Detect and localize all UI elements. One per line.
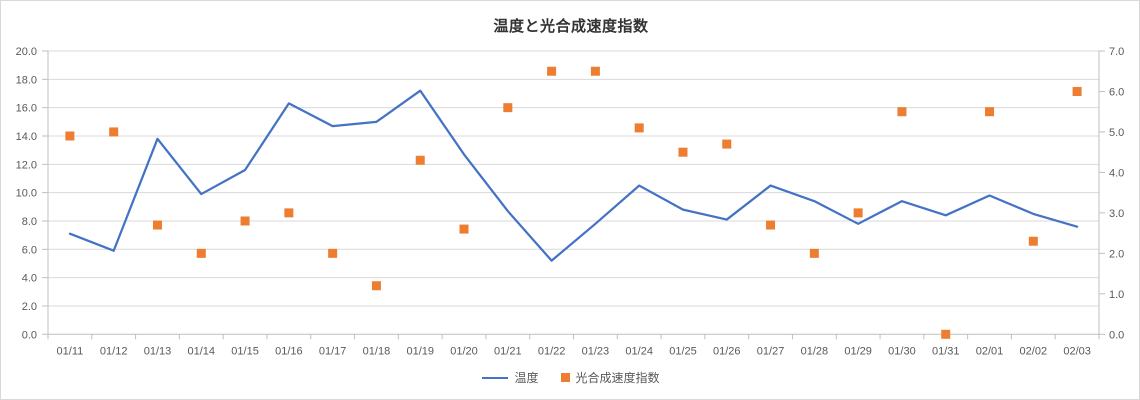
left-axis-tick-label: 2.0 [22, 301, 37, 313]
x-axis-tick-label: 01/29 [844, 345, 872, 357]
left-axis-tick-label: 14.0 [16, 131, 37, 143]
photosynthesis-marker [1028, 236, 1038, 246]
photosynthesis-marker [109, 127, 119, 137]
photosynthesis-marker [985, 107, 995, 117]
right-axis-tick-label: 0.0 [1109, 329, 1124, 341]
left-axis-tick-label: 10.0 [16, 188, 37, 200]
photosynthesis-marker [284, 208, 294, 218]
left-axis-tick-label: 4.0 [22, 273, 37, 285]
photosynthesis-marker [547, 66, 557, 76]
scatter-series-swatch-icon [560, 373, 570, 382]
photosynthesis-marker [809, 248, 819, 258]
photosynthesis-marker [459, 224, 469, 234]
photosynthesis-marker [941, 329, 951, 339]
right-axis-tick-label: 7.0 [1109, 46, 1124, 58]
photosynthesis-marker [766, 220, 776, 230]
left-axis-tick-label: 16.0 [16, 103, 37, 115]
x-axis-tick-label: 01/15 [231, 345, 259, 357]
x-axis-tick-label: 01/16 [275, 345, 303, 357]
photosynthesis-marker [240, 216, 250, 226]
x-axis-tick-label: 01/11 [57, 345, 84, 357]
photosynthesis-marker [65, 131, 75, 141]
photosynthesis-marker [722, 139, 732, 149]
photosynthesis-marker [853, 208, 863, 218]
right-axis-tick-label: 1.0 [1109, 289, 1124, 301]
x-axis-tick-label: 01/20 [450, 345, 478, 357]
x-axis-tick-label: 01/26 [713, 345, 741, 357]
line-series-swatch-icon [482, 376, 509, 379]
photosynthesis-marker [371, 281, 381, 291]
left-axis-tick-label: 6.0 [22, 244, 37, 256]
x-axis-tick-label: 01/28 [801, 345, 829, 357]
legend-label-photosynthesis: 光合成速度指数 [575, 371, 660, 385]
photosynthesis-marker [152, 220, 162, 230]
left-axis-tick-label: 12.0 [16, 159, 37, 171]
photosynthesis-marker [634, 123, 644, 133]
left-axis-tick-label: 8.0 [22, 216, 37, 228]
x-axis-tick-label: 01/21 [494, 345, 522, 357]
photosynthesis-marker [328, 248, 338, 258]
x-axis-tick-label: 01/18 [363, 345, 391, 357]
x-axis-tick-label: 02/02 [1020, 345, 1048, 357]
legend: 温度 光合成速度指数 [1, 369, 1139, 386]
photosynthesis-marker [503, 103, 513, 113]
right-axis-tick-label: 5.0 [1109, 127, 1124, 139]
legend-label-temperature: 温度 [514, 371, 539, 385]
legend-item-photosynthesis: 光合成速度指数 [560, 369, 660, 386]
x-axis-tick-label: 01/13 [144, 345, 172, 357]
x-axis-tick-label: 01/30 [888, 345, 916, 357]
photosynthesis-marker [590, 66, 600, 76]
right-axis-tick-label: 2.0 [1109, 248, 1124, 260]
x-axis-tick-label: 01/24 [625, 345, 653, 357]
photosynthesis-marker [196, 248, 206, 258]
x-axis-tick-label: 01/25 [669, 345, 697, 357]
photosynthesis-marker [897, 107, 907, 117]
left-axis-tick-label: 18.0 [16, 74, 37, 86]
right-axis-tick-label: 6.0 [1109, 86, 1124, 98]
right-axis-tick-label: 4.0 [1109, 167, 1124, 179]
x-axis-tick-label: 02/03 [1063, 345, 1091, 357]
legend-item-temperature: 温度 [482, 369, 539, 386]
x-axis-tick-label: 01/23 [582, 345, 610, 357]
x-axis-tick-label: 01/17 [319, 345, 347, 357]
temperature-line-series [68, 89, 1079, 262]
x-axis-tick-label: 01/14 [188, 345, 216, 357]
photosynthesis-marker [678, 147, 688, 157]
x-axis-tick-label: 01/22 [538, 345, 566, 357]
x-axis-tick-label: 02/01 [976, 345, 1004, 357]
x-axis-tick-label: 01/19 [406, 345, 434, 357]
left-axis-tick-label: 20.0 [16, 46, 37, 58]
photosynthesis-marker [1072, 86, 1082, 96]
right-axis-tick-label: 3.0 [1109, 208, 1124, 220]
x-axis-tick-label: 01/12 [100, 345, 128, 357]
photosynthesis-marker [415, 155, 425, 165]
x-axis-tick-label: 01/31 [932, 345, 960, 357]
x-axis-tick-label: 01/27 [757, 345, 785, 357]
chart-title: 温度と光合成速度指数 [493, 18, 649, 35]
left-axis-tick-label: 0.0 [22, 329, 37, 341]
